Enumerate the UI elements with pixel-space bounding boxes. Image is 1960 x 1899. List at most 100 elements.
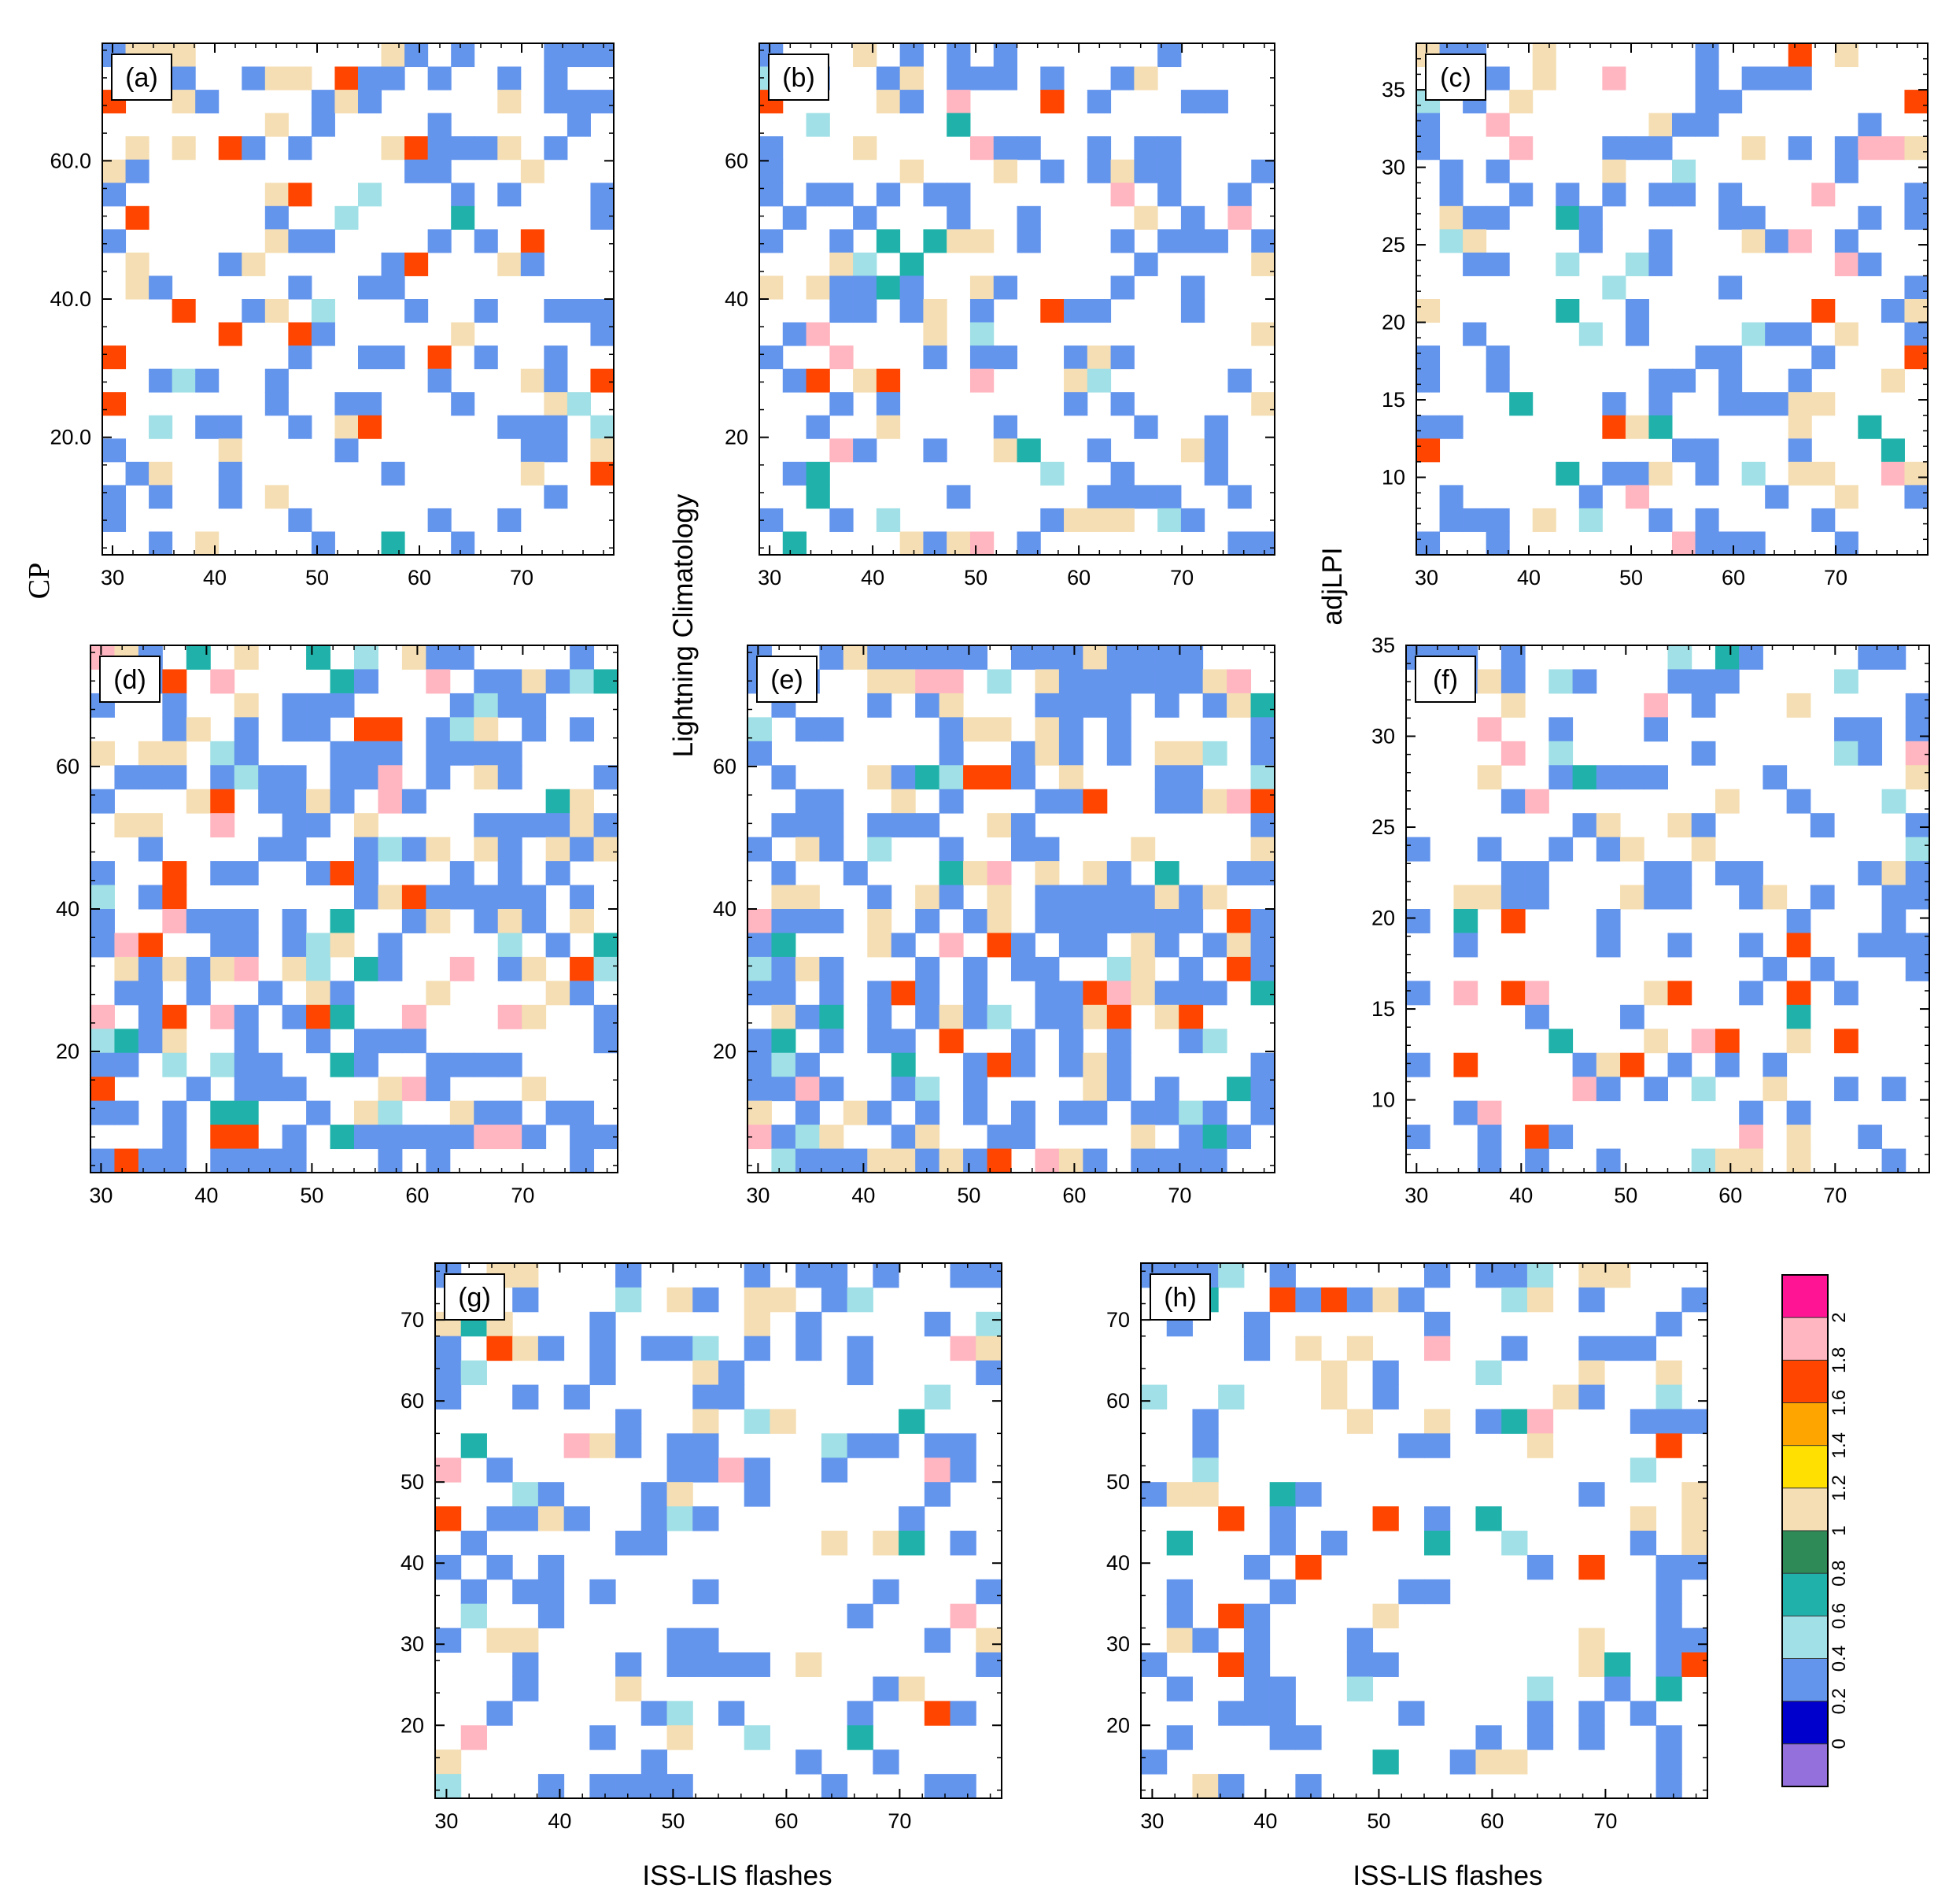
heatmap-cell xyxy=(923,322,947,346)
heatmap-cell xyxy=(819,1077,844,1102)
y-tick-label: 20 xyxy=(713,1040,736,1063)
heatmap-cell xyxy=(1250,693,1275,718)
heatmap-cell xyxy=(1602,159,1626,183)
heatmap-cell xyxy=(306,645,331,670)
heatmap-cell xyxy=(1131,933,1156,958)
panel-tag-box xyxy=(111,54,172,101)
heatmap-cell xyxy=(1655,1554,1682,1580)
heatmap-cell xyxy=(1500,669,1526,694)
heatmap-cell xyxy=(449,1125,474,1150)
heatmap-cell xyxy=(1227,485,1252,509)
heatmap-cell xyxy=(537,1603,565,1629)
heatmap-cell xyxy=(1548,717,1574,742)
heatmap-cell xyxy=(891,789,916,814)
heatmap-cell xyxy=(378,1077,403,1102)
heatmap-cell xyxy=(993,159,1017,183)
x-tick-label: 30 xyxy=(89,1184,113,1207)
heatmap-cell xyxy=(125,275,149,300)
heatmap-cell xyxy=(1372,1652,1399,1677)
heatmap-cell xyxy=(1269,1506,1296,1531)
heatmap-cell xyxy=(939,1148,964,1173)
heatmap-cell xyxy=(1763,1052,1788,1077)
heatmap-cell xyxy=(282,909,307,933)
heatmap-cell xyxy=(590,368,615,393)
heatmap-cell xyxy=(819,813,844,838)
heatmap-cell xyxy=(1106,981,1131,1006)
heatmap-cell xyxy=(426,837,451,862)
heatmap-cell xyxy=(1058,741,1083,766)
heatmap-cell xyxy=(1500,981,1526,1006)
heatmap-cell xyxy=(795,1125,820,1150)
heatmap-cell xyxy=(334,415,359,439)
heatmap-cell xyxy=(1110,66,1135,91)
heatmap-cell xyxy=(474,693,499,718)
heatmap-cell xyxy=(1788,66,1812,91)
heatmap-cell xyxy=(242,252,266,276)
heatmap-cell xyxy=(1667,861,1692,886)
heatmap-cell xyxy=(1525,981,1549,1006)
heatmap-cell xyxy=(744,1311,770,1337)
heatmap-cell xyxy=(1739,1125,1763,1150)
heatmap-cell xyxy=(264,183,289,207)
heatmap-cell xyxy=(692,1433,719,1458)
heatmap-cell xyxy=(486,1458,513,1483)
heatmap-cell xyxy=(1106,1004,1131,1029)
heatmap-cell xyxy=(915,885,940,910)
heatmap-cell xyxy=(545,981,570,1006)
heatmap-cell xyxy=(1179,645,1204,670)
heatmap-cell xyxy=(1058,693,1083,718)
heatmap-cell xyxy=(590,322,615,346)
heatmap-cell xyxy=(306,981,331,1006)
heatmap-cell xyxy=(969,229,995,253)
heatmap-cell xyxy=(1134,415,1158,439)
heatmap-cell xyxy=(899,66,924,91)
heatmap-cell xyxy=(404,159,429,183)
heatmap-cell xyxy=(1655,1749,1682,1775)
heatmap-cell xyxy=(1064,392,1088,416)
heatmap-cell xyxy=(1227,861,1252,886)
heatmap-cell xyxy=(288,183,312,207)
heatmap-cell xyxy=(891,1029,916,1054)
heatmap-cell xyxy=(1648,183,1673,207)
heatmap-cell xyxy=(1202,1100,1227,1125)
x-axis-h: 30 40 50 60 70 xyxy=(1140,1263,1697,1833)
heatmap-cell xyxy=(939,1004,964,1029)
heatmap-cell xyxy=(876,415,901,439)
heatmap-cell xyxy=(497,693,522,718)
heatmap-cell xyxy=(950,1603,976,1629)
heatmap-cell xyxy=(1500,789,1526,814)
heatmap-cell xyxy=(1718,205,1743,230)
heatmap-cell xyxy=(1011,933,1035,958)
heatmap-cell xyxy=(1691,693,1716,718)
heatmap-cell xyxy=(1227,183,1252,207)
heatmap-cell xyxy=(1695,438,1719,463)
heatmap-cell xyxy=(138,741,163,766)
heatmap-cell xyxy=(330,1052,355,1077)
heatmap-cell xyxy=(589,1360,616,1386)
y-tick-label: 25 xyxy=(1371,815,1395,839)
heatmap-cell xyxy=(1625,461,1649,486)
heatmap-cell xyxy=(234,1029,259,1054)
heatmap-cell xyxy=(234,1125,259,1150)
heatmap-cell xyxy=(1548,1029,1574,1054)
heatmap-cell xyxy=(378,1148,403,1173)
heatmap-cell xyxy=(1596,1052,1621,1077)
heatmap-cell xyxy=(1269,1701,1296,1726)
heatmap-cell xyxy=(947,66,971,91)
heatmap-cell xyxy=(381,275,405,300)
heatmap-cell xyxy=(1501,1336,1528,1361)
heatmap-cell xyxy=(1243,1701,1271,1726)
heatmap-cell xyxy=(1811,345,1836,370)
heatmap-cell xyxy=(1250,909,1275,933)
heatmap-cell xyxy=(149,485,173,509)
heatmap-cell xyxy=(969,299,995,323)
heatmap-cell xyxy=(497,861,522,886)
heatmap-cell xyxy=(1655,1433,1682,1458)
heatmap-cell xyxy=(1141,1384,1168,1409)
heatmap-cell xyxy=(401,1029,426,1054)
heatmap-cell xyxy=(426,885,451,910)
heatmap-cell xyxy=(125,159,149,183)
heatmap-cell xyxy=(1904,461,1929,486)
colorbar-swatch xyxy=(1781,1317,1829,1361)
heatmap-cell xyxy=(615,1531,642,1556)
